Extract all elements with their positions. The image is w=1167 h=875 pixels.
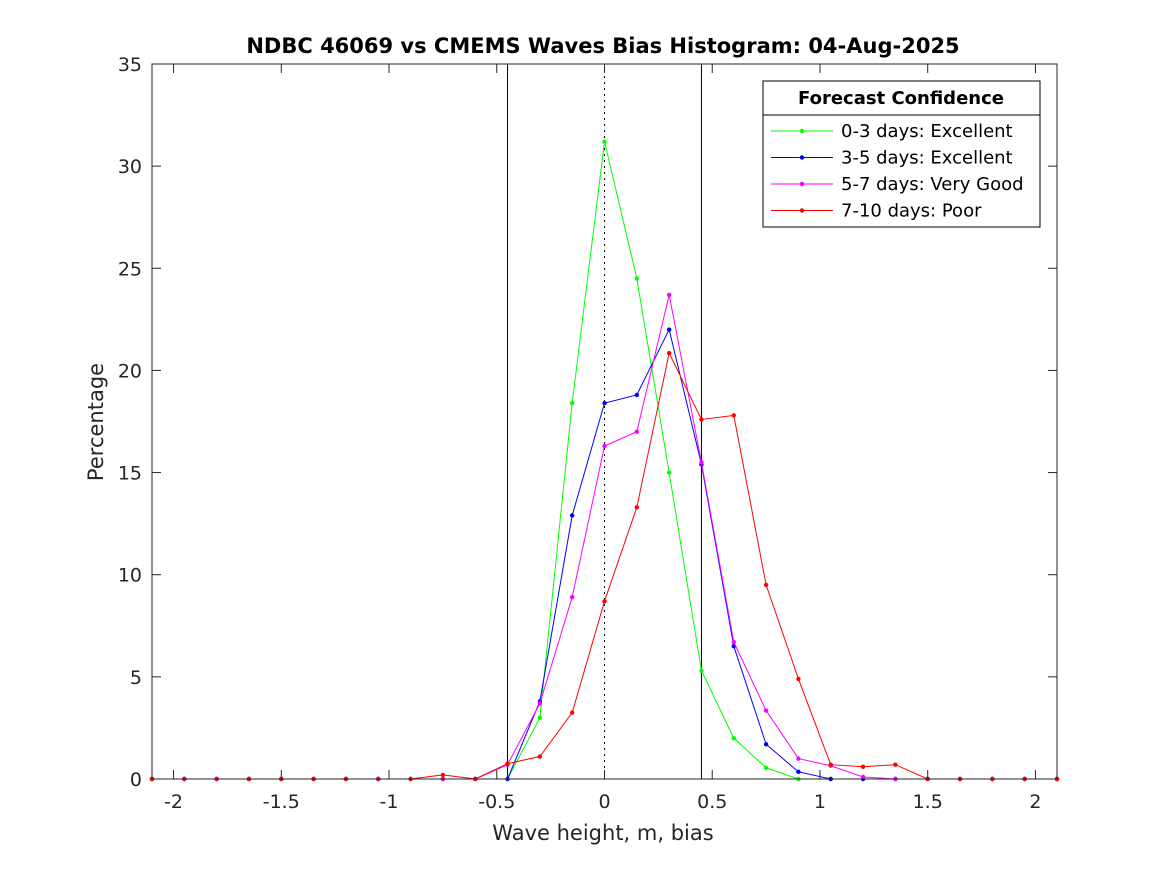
x-tick-label: -1.5: [263, 791, 300, 813]
y-tick-label: 0: [130, 769, 142, 791]
legend-swatch-marker: [799, 128, 805, 134]
data-point: [796, 756, 801, 761]
data-point: [731, 735, 736, 741]
legend-label: 7-10 days: Poor: [841, 201, 982, 222]
x-tick-label: 0: [598, 791, 610, 813]
y-axis-label: Percentage: [84, 363, 108, 481]
x-tick-label: -1: [380, 791, 399, 813]
legend-entry: 3-5 days: Excellent: [771, 148, 1013, 169]
data-point: [569, 400, 575, 406]
data-point: [731, 413, 736, 418]
data-point: [537, 754, 543, 759]
data-point: [666, 292, 672, 298]
data-point: [763, 765, 769, 770]
x-tick-label: -0.5: [478, 791, 515, 813]
legend-entry: 0-3 days: Excellent: [771, 121, 1013, 142]
x-tick-label: 2: [1029, 791, 1041, 813]
data-point: [440, 772, 446, 778]
y-tick-label: 15: [118, 463, 142, 485]
data-point: [699, 668, 704, 673]
y-tick-label: 10: [118, 565, 142, 587]
x-tick-label: 1: [814, 791, 826, 813]
data-point: [537, 701, 543, 706]
data-point: [699, 460, 704, 465]
legend-entries: 0-3 days: Excellent 3-5 days: Excellent 5-…: [771, 121, 1024, 222]
data-point: [602, 400, 607, 406]
data-point: [505, 761, 510, 766]
data-point: [731, 639, 736, 645]
data-point: [602, 139, 607, 144]
data-point: [893, 762, 898, 767]
data-point: [699, 417, 704, 422]
y-tick-label: 5: [130, 667, 142, 689]
data-point: [634, 276, 640, 281]
data-point: [569, 513, 575, 518]
data-point: [860, 764, 866, 769]
data-point: [634, 429, 640, 434]
x-axis-label: Wave height, m, bias: [492, 821, 713, 845]
legend-label: 3-5 days: Excellent: [841, 148, 1013, 169]
legend-label: 0-3 days: Excellent: [841, 121, 1013, 142]
data-point: [763, 742, 769, 747]
data-point: [602, 599, 607, 604]
data-point: [602, 443, 607, 449]
legend-entry: 5-7 days: Very Good: [771, 174, 1024, 195]
data-point: [796, 769, 801, 775]
data-point: [796, 676, 801, 682]
data-point: [763, 708, 769, 713]
data-point: [569, 594, 575, 600]
y-tick-label: 25: [118, 258, 142, 280]
legend-swatch-marker: [799, 181, 805, 187]
data-point: [634, 505, 640, 510]
legend-label: 5-7 days: Very Good: [841, 174, 1024, 195]
legend-box: [762, 80, 1041, 228]
data-point: [666, 327, 672, 332]
data-point: [828, 762, 833, 767]
data-point: [537, 715, 543, 720]
legend: Forecast Confidence 0-3 days: Excellent 3…: [762, 80, 1041, 228]
chart-title: NDBC 46069 vs CMEMS Waves Bias Histogram…: [246, 34, 959, 58]
legend-entry: 7-10 days: Poor: [771, 201, 982, 222]
legend-swatch-marker: [799, 208, 805, 213]
x-tick-label: -2: [164, 791, 183, 813]
data-point: [763, 582, 769, 588]
y-tick-label: 20: [118, 360, 142, 382]
x-tick-label: 0.5: [697, 791, 727, 813]
legend-title: Forecast Confidence: [798, 88, 1004, 109]
data-point: [634, 392, 640, 398]
data-point: [666, 470, 672, 475]
y-tick-label: 35: [118, 54, 142, 76]
y-tick-label: 30: [118, 156, 142, 178]
legend-swatch-marker: [799, 155, 805, 160]
data-point: [569, 710, 575, 715]
data-point: [860, 774, 866, 780]
x-tick-label: 1.5: [913, 791, 943, 813]
data-point: [666, 350, 672, 356]
